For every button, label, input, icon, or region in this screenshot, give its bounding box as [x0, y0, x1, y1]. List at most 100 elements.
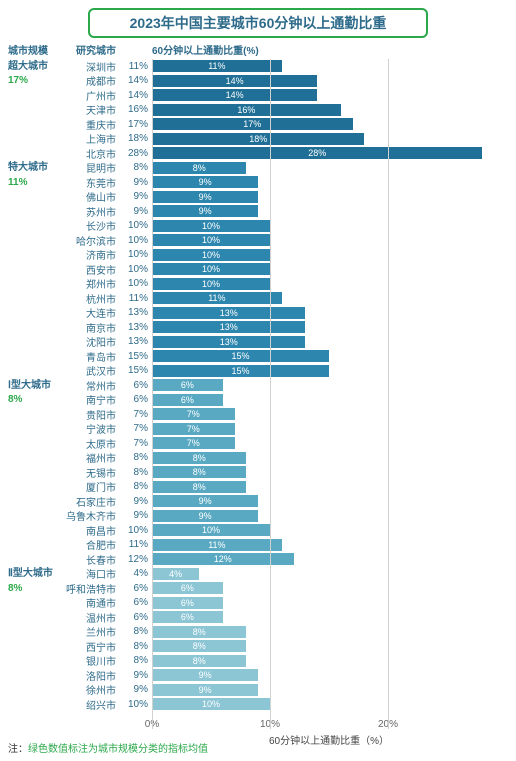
data-row: 合肥市11%11% — [0, 538, 516, 553]
city-label: 温州市 — [60, 610, 120, 625]
bar-cell: 10% — [152, 523, 516, 538]
bar-cell: 7% — [152, 436, 516, 451]
city-label: 贵阳市 — [60, 407, 120, 422]
bar-cell: 10% — [152, 233, 516, 248]
value-label: 15% — [120, 365, 152, 376]
city-label: 洛阳市 — [60, 668, 120, 683]
tick-label: 20% — [378, 719, 398, 730]
city-label: 厦门市 — [60, 479, 120, 494]
category-cell: Ⅱ型大城市 — [0, 568, 60, 579]
footnote-green: 绿色数值标注为城市规模分类的指标均值 — [28, 744, 208, 755]
city-label: 南京市 — [60, 320, 120, 335]
city-label: 南通市 — [60, 595, 120, 610]
bar: 10% — [152, 263, 270, 275]
value-label: 7% — [120, 438, 152, 449]
value-label: 6% — [120, 583, 152, 594]
city-label: 哈尔滨市 — [60, 233, 120, 248]
bar: 9% — [152, 510, 258, 522]
axis-holder: 0%10%20% — [152, 712, 516, 730]
bar: 14% — [152, 89, 317, 101]
bar: 9% — [152, 495, 258, 507]
city-label: 兰州市 — [60, 624, 120, 639]
bar: 28% — [152, 147, 482, 159]
city-label: 大连市 — [60, 305, 120, 320]
category-cell: 特大城市 — [0, 162, 60, 173]
city-label: 东莞市 — [60, 175, 120, 190]
data-row: 佛山市9%9% — [0, 190, 516, 205]
bar-cell: 10% — [152, 219, 516, 234]
chart-area: 超大城市深圳市11%11%17%成都市14%14%广州市14%14%天津市16%… — [0, 59, 516, 747]
value-label: 8% — [120, 641, 152, 652]
bar: 15% — [152, 365, 329, 377]
bar: 14% — [152, 75, 317, 87]
bar: 8% — [152, 481, 246, 493]
city-label: 郑州市 — [60, 276, 120, 291]
city-label: 南昌市 — [60, 523, 120, 538]
city-label: 北京市 — [60, 146, 120, 161]
data-row: 天津市16%16% — [0, 103, 516, 118]
bar: 11% — [152, 539, 282, 551]
data-row: 石家庄市9%9% — [0, 494, 516, 509]
bar-cell: 17% — [152, 117, 516, 132]
value-label: 8% — [120, 452, 152, 463]
bar-cell: 11% — [152, 59, 516, 74]
city-label: 天津市 — [60, 102, 120, 117]
value-label: 9% — [120, 177, 152, 188]
bar: 18% — [152, 133, 364, 145]
bar-cell: 6% — [152, 393, 516, 408]
data-row: 特大城市昆明市8%8% — [0, 161, 516, 176]
header-category: 城市规模 — [0, 42, 60, 57]
data-row: 重庆市17%17% — [0, 117, 516, 132]
data-row: 哈尔滨市10%10% — [0, 233, 516, 248]
tick-label: 0% — [145, 719, 159, 730]
data-row: 厦门市8%8% — [0, 480, 516, 495]
bar: 6% — [152, 379, 223, 391]
city-label: 济南市 — [60, 247, 120, 262]
city-label: 呼和浩特市 — [60, 581, 120, 596]
category-name: 超大城市 — [8, 61, 60, 72]
data-row: 西宁市8%8% — [0, 639, 516, 654]
value-label: 10% — [120, 220, 152, 231]
city-label: 杭州市 — [60, 291, 120, 306]
bar: 8% — [152, 162, 246, 174]
value-label: 16% — [120, 104, 152, 115]
bar-cell: 28% — [152, 146, 516, 161]
chart-title: 2023年中国主要城市60分钟以上通勤比重 — [88, 8, 428, 38]
category-name: Ⅰ型大城市 — [8, 380, 60, 391]
value-label: 8% — [120, 162, 152, 173]
city-label: 西安市 — [60, 262, 120, 277]
data-row: 苏州市9%9% — [0, 204, 516, 219]
city-label: 青岛市 — [60, 349, 120, 364]
value-label: 6% — [120, 597, 152, 608]
value-label: 13% — [120, 307, 152, 318]
bar: 8% — [152, 655, 246, 667]
bar-cell: 14% — [152, 74, 516, 89]
category-cell: 17% — [0, 75, 60, 86]
bar-cell: 11% — [152, 538, 516, 553]
value-label: 10% — [120, 264, 152, 275]
bar: 8% — [152, 466, 246, 478]
tick-label: 10% — [260, 719, 280, 730]
category-cell: 8% — [0, 394, 60, 405]
bar: 7% — [152, 423, 235, 435]
value-label: 11% — [120, 293, 152, 304]
bar: 17% — [152, 118, 353, 130]
bar-cell: 8% — [152, 465, 516, 480]
data-row: 超大城市深圳市11%11% — [0, 59, 516, 74]
city-label: 长春市 — [60, 552, 120, 567]
data-row: 武汉市15%15% — [0, 364, 516, 379]
bar-cell: 9% — [152, 683, 516, 698]
value-label: 13% — [120, 336, 152, 347]
value-label: 14% — [120, 90, 152, 101]
data-row: 温州市6%6% — [0, 610, 516, 625]
bar-cell: 4% — [152, 567, 516, 582]
bar: 13% — [152, 321, 305, 333]
bar-cell: 10% — [152, 697, 516, 712]
axis-row: 0% 10% 20% — [0, 712, 516, 730]
data-row: 绍兴市10%10% — [0, 697, 516, 712]
data-row: 8%呼和浩特市6%6% — [0, 581, 516, 596]
bar: 6% — [152, 597, 223, 609]
city-label: 宁波市 — [60, 421, 120, 436]
data-row: 银川市8%8% — [0, 654, 516, 669]
data-row: 太原市7%7% — [0, 436, 516, 451]
